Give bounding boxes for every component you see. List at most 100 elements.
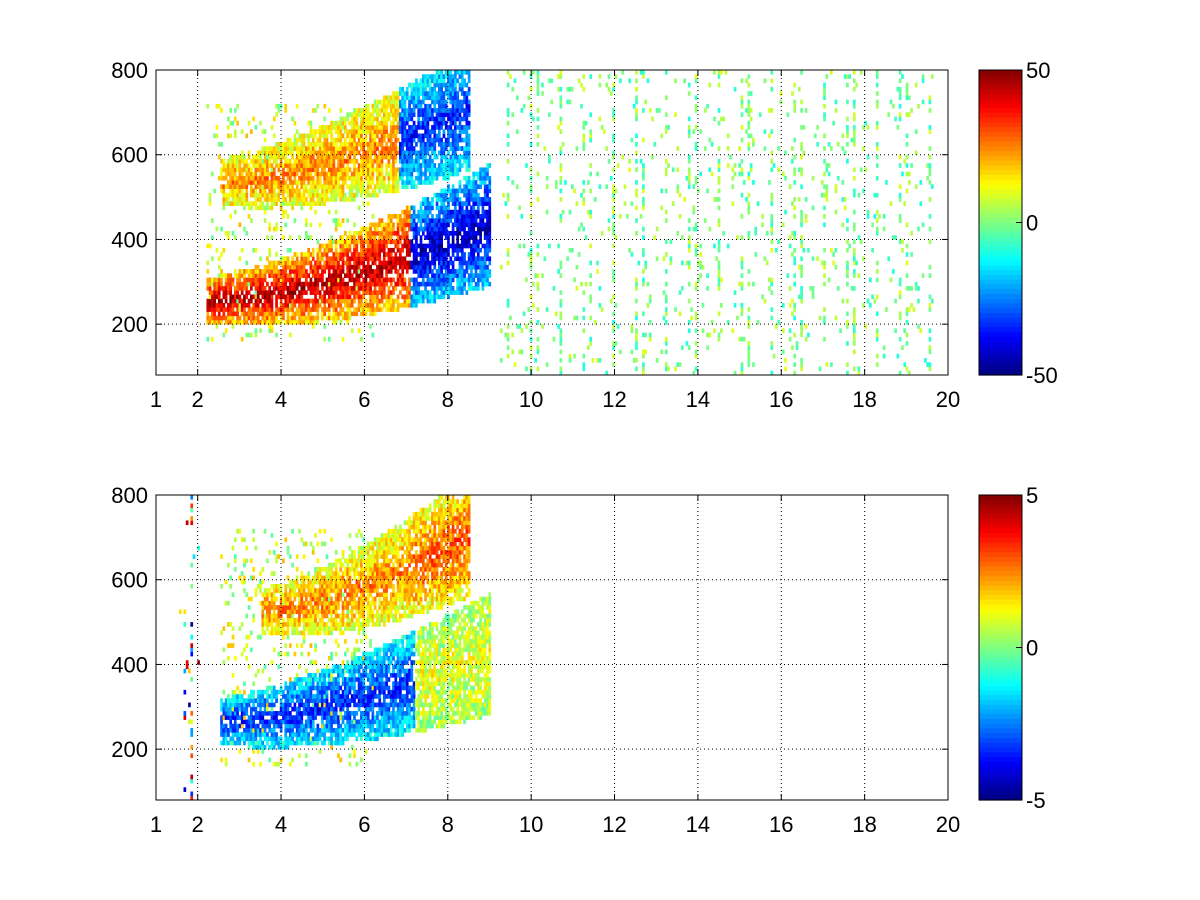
heatmap-cell xyxy=(240,247,244,253)
heatmap-cell xyxy=(559,99,563,105)
heatmap-cell xyxy=(229,171,233,177)
heatmap-cell xyxy=(325,197,329,202)
heatmap-cell xyxy=(437,192,441,198)
heatmap-cell xyxy=(394,286,398,291)
heatmap-cell xyxy=(548,154,551,160)
heatmap-cell xyxy=(282,260,285,266)
heatmap-cell xyxy=(660,133,664,139)
heatmap-cell xyxy=(215,307,219,312)
heatmap-cell xyxy=(364,235,368,240)
heatmap-cell xyxy=(435,222,439,228)
heatmap-cell xyxy=(612,188,615,194)
heatmap-cell xyxy=(291,302,294,308)
heatmap-cell xyxy=(323,150,327,156)
heatmap-cell xyxy=(731,167,735,173)
heatmap-cell xyxy=(270,192,274,198)
heatmap-cell xyxy=(288,235,292,240)
heatmap-cell xyxy=(777,167,780,173)
heatmap-cell xyxy=(467,167,471,173)
heatmap-cell xyxy=(254,154,258,160)
heatmap-cell xyxy=(380,125,384,130)
heatmap-cell xyxy=(291,298,294,304)
heatmap-cell xyxy=(311,307,315,312)
heatmap-cell xyxy=(770,239,774,245)
heatmap-cell xyxy=(458,133,462,139)
heatmap-cell xyxy=(332,311,336,317)
heatmap-cell xyxy=(339,150,343,156)
heatmap-cell xyxy=(300,163,304,168)
heatmap-cell xyxy=(467,273,471,278)
heatmap-cell xyxy=(417,137,421,143)
heatmap-cell xyxy=(311,154,315,160)
heatmap-cell xyxy=(211,302,214,308)
heatmap-cell xyxy=(603,129,606,134)
heatmap-cell xyxy=(208,302,212,308)
heatmap-cell xyxy=(442,201,446,206)
heatmap-cell xyxy=(385,264,388,270)
heatmap-cell xyxy=(781,171,785,177)
heatmap-cell xyxy=(243,175,246,181)
heatmap-cell xyxy=(832,120,836,126)
heatmap-cell xyxy=(559,86,563,92)
heatmap-cell xyxy=(220,277,223,283)
heatmap-cell xyxy=(435,133,439,139)
heatmap-cell xyxy=(279,226,283,232)
heatmap-cell xyxy=(266,171,269,177)
heatmap-cell xyxy=(690,307,693,312)
heatmap-cell xyxy=(435,167,439,173)
heatmap-cell xyxy=(300,137,304,143)
heatmap-cell xyxy=(254,171,258,177)
heatmap-cell xyxy=(458,243,462,249)
heatmap-cell xyxy=(376,175,379,181)
heatmap-cell xyxy=(763,78,767,84)
heatmap-cell xyxy=(295,142,299,147)
heatmap-cell xyxy=(369,239,372,245)
heatmap-cell xyxy=(282,294,285,300)
heatmap-cell xyxy=(318,247,322,253)
heatmap-cell xyxy=(396,180,400,185)
heatmap-cell xyxy=(252,247,255,253)
heatmap-cell xyxy=(263,307,267,312)
heatmap-cell xyxy=(518,349,521,355)
heatmap-cell xyxy=(364,103,368,109)
heatmap-cell xyxy=(311,133,315,139)
heatmap-cell xyxy=(344,137,347,143)
heatmap-cell xyxy=(355,277,359,283)
heatmap-cell xyxy=(419,273,423,278)
heatmap-cell xyxy=(424,171,427,177)
heatmap-cell xyxy=(437,218,441,223)
heatmap-cell xyxy=(717,277,721,283)
heatmap-cell xyxy=(419,205,423,211)
heatmap-cell xyxy=(378,230,382,236)
heatmap-cell xyxy=(470,188,473,194)
heatmap-cell xyxy=(222,302,226,308)
heatmap-cell xyxy=(373,277,377,283)
heatmap-cell xyxy=(419,243,423,249)
heatmap-cell xyxy=(536,366,540,372)
heatmap-cell xyxy=(447,116,450,122)
heatmap-cell xyxy=(451,78,455,84)
heatmap-cell xyxy=(222,294,226,300)
heatmap-cell xyxy=(254,281,258,287)
heatmap-cell xyxy=(385,235,388,240)
heatmap-cell xyxy=(449,281,453,287)
heatmap-cell xyxy=(509,315,512,321)
heatmap-cell xyxy=(417,158,421,164)
heatmap-cell xyxy=(339,239,343,245)
heatmap-cell xyxy=(614,235,618,240)
heatmap-cell xyxy=(463,269,466,274)
heatmap-cell xyxy=(380,133,384,139)
heatmap-cell xyxy=(222,286,226,291)
heatmap-cell xyxy=(520,214,524,219)
heatmap-cell xyxy=(451,167,455,173)
heatmap-cell xyxy=(350,158,354,164)
heatmap-cell xyxy=(458,70,462,75)
heatmap-cell xyxy=(529,167,533,173)
heatmap-cell xyxy=(761,222,764,228)
heatmap-cell xyxy=(282,201,285,206)
heatmap-cell xyxy=(256,307,260,312)
heatmap-cell xyxy=(421,146,425,151)
heatmap-cell xyxy=(353,290,356,295)
heatmap-cell xyxy=(369,150,372,156)
heatmap-cell xyxy=(373,260,377,266)
